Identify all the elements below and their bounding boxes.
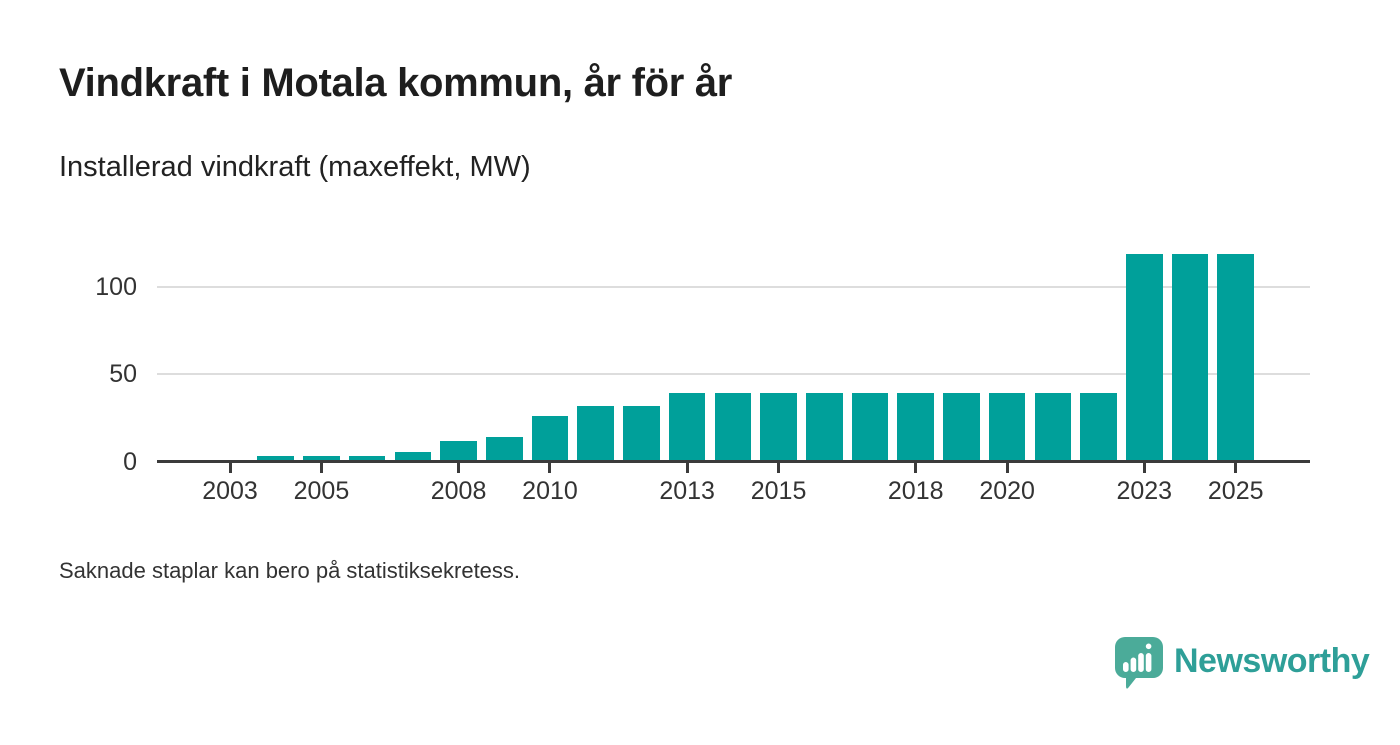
x-tick-label-2010: 2010 xyxy=(522,477,578,505)
bar-2022 xyxy=(1080,393,1117,462)
footnote: Saknade staplar kan bero på statistiksek… xyxy=(59,558,521,583)
x-tick-label-2020: 2020 xyxy=(979,477,1035,505)
x-tick-label-2005: 2005 xyxy=(293,477,350,505)
bar-2020 xyxy=(988,393,1026,462)
newsworthy-logo[interactable]: Newsworthy xyxy=(1114,636,1370,692)
bar-2010 xyxy=(531,416,569,462)
bar-2011 xyxy=(577,405,614,462)
x-tick-label-2003: 2003 xyxy=(202,477,258,505)
x-tick-2015 xyxy=(777,463,781,473)
bar-2023 xyxy=(1125,253,1163,462)
newsworthy-wordmark: Newsworthy xyxy=(1174,642,1370,680)
x-tick-2008 xyxy=(457,463,461,473)
bar-2025 xyxy=(1217,253,1254,462)
bar-2014 xyxy=(714,393,752,462)
x-tick-2020 xyxy=(1005,463,1009,473)
x-tick-2025 xyxy=(1234,463,1238,473)
x-tick-2023 xyxy=(1142,463,1146,473)
bar-2021 xyxy=(1034,393,1072,462)
gridline-50 xyxy=(157,373,1310,376)
chart-subtitle: Installerad vindkraft (maxeffekt, MW) xyxy=(59,151,531,183)
y-tick-label-100: 100 xyxy=(95,272,137,301)
x-tick-2018 xyxy=(914,463,918,473)
x-tick-2013 xyxy=(685,463,689,473)
bar-2024 xyxy=(1171,253,1209,462)
bar-2019 xyxy=(943,393,980,462)
bar-2004 xyxy=(257,455,294,462)
x-tick-label-2015: 2015 xyxy=(750,477,807,505)
x-tick-2003 xyxy=(228,463,232,473)
bar-2009 xyxy=(485,437,523,462)
bar-2013 xyxy=(668,393,706,462)
x-tick-2005 xyxy=(319,463,323,473)
x-tick-label-2013: 2013 xyxy=(659,477,715,505)
newsworthy-logo-icon xyxy=(1115,637,1163,689)
bar-2012 xyxy=(623,405,660,462)
bar-2015 xyxy=(760,393,797,462)
bar-2016 xyxy=(805,393,843,462)
bar-2018 xyxy=(897,393,934,462)
x-tick-label-2023: 2023 xyxy=(1116,477,1173,505)
bar-2005 xyxy=(303,455,340,462)
x-tick-label-2008: 2008 xyxy=(430,477,487,505)
x-tick-2010 xyxy=(548,463,552,473)
x-tick-label-2018: 2018 xyxy=(887,477,944,505)
bar-2007 xyxy=(394,451,432,462)
chart-title: Vindkraft i Motala kommun, år för år xyxy=(59,61,733,105)
y-tick-label-0: 0 xyxy=(123,447,137,476)
bar-2006 xyxy=(348,455,386,462)
gridline-100 xyxy=(157,285,1310,288)
bar-2008 xyxy=(440,441,477,462)
bar-2017 xyxy=(851,393,889,462)
y-tick-label-50: 50 xyxy=(109,360,137,389)
x-tick-label-2025: 2025 xyxy=(1207,477,1264,505)
x-axis-line xyxy=(157,460,1310,463)
